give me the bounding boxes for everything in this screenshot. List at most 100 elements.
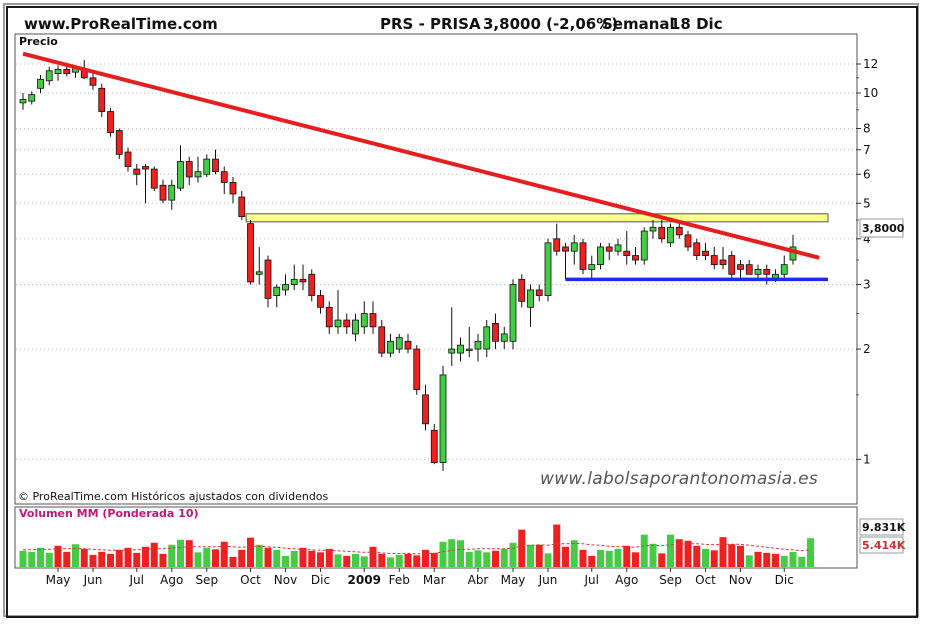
candle-body bbox=[124, 151, 132, 167]
candle bbox=[465, 326, 473, 358]
volume-bar bbox=[28, 551, 36, 567]
candle-body bbox=[264, 259, 272, 299]
candle bbox=[492, 313, 499, 350]
candle-body bbox=[63, 68, 71, 74]
x-tick-label: Ago bbox=[160, 573, 183, 587]
candle-body bbox=[168, 184, 176, 201]
price-tick-label: 7 bbox=[863, 143, 871, 157]
candle-body bbox=[352, 319, 359, 335]
candle bbox=[413, 345, 421, 395]
volume-bar bbox=[448, 539, 456, 567]
candle-body bbox=[317, 295, 324, 308]
volume-bar bbox=[45, 552, 53, 567]
volume-bar bbox=[150, 542, 158, 567]
candle bbox=[159, 179, 167, 204]
candle-body bbox=[518, 278, 526, 302]
volume-bars bbox=[19, 524, 814, 567]
volume-bar bbox=[702, 548, 709, 567]
candle bbox=[89, 72, 97, 90]
candle bbox=[544, 238, 552, 302]
candle-body bbox=[457, 344, 464, 354]
volume-bar bbox=[483, 552, 491, 567]
candle-body bbox=[693, 242, 701, 256]
volume-bar bbox=[72, 544, 79, 567]
x-tick-label: Ago bbox=[615, 573, 638, 587]
volume-bar bbox=[317, 552, 324, 567]
price-tick-label: 4 bbox=[863, 232, 871, 246]
candle-body bbox=[474, 340, 482, 350]
candle bbox=[745, 260, 753, 275]
volume-bar bbox=[728, 544, 736, 567]
price-overlays bbox=[245, 213, 829, 223]
x-tick-label: Nov bbox=[274, 573, 297, 587]
candle bbox=[325, 301, 333, 334]
volume-bar bbox=[19, 550, 27, 567]
price-tick-label: 12 bbox=[863, 57, 878, 71]
candle bbox=[754, 264, 762, 280]
candle bbox=[675, 223, 683, 239]
volume-bar bbox=[264, 547, 272, 567]
price-tick-label: 10 bbox=[863, 86, 878, 100]
candle-body bbox=[544, 242, 552, 296]
candle bbox=[107, 108, 114, 137]
candle-body bbox=[98, 87, 106, 112]
candle bbox=[737, 260, 744, 280]
candle bbox=[273, 284, 281, 308]
candle bbox=[649, 220, 657, 239]
x-tick-label: May bbox=[501, 573, 526, 587]
candle bbox=[177, 145, 184, 192]
candle bbox=[693, 238, 701, 261]
x-tick-label: Dic bbox=[311, 573, 330, 587]
watermark: www.labolsaporantonomasia.es bbox=[540, 469, 818, 489]
date-title: 18 Dic bbox=[670, 15, 723, 33]
candle-body bbox=[597, 246, 604, 266]
volume-bar bbox=[37, 547, 44, 567]
x-tick-label: Jul bbox=[584, 573, 599, 587]
candle-body bbox=[588, 264, 596, 270]
candle bbox=[728, 251, 736, 280]
candle-body bbox=[282, 284, 289, 291]
x-tick-label: Abr bbox=[468, 573, 489, 587]
volume-bar bbox=[194, 552, 202, 567]
volume-bar bbox=[282, 555, 289, 567]
candle-body bbox=[684, 234, 692, 248]
candle bbox=[632, 246, 639, 265]
price-tick-label: 1 bbox=[863, 452, 871, 466]
candle bbox=[640, 227, 648, 265]
candle-body bbox=[203, 158, 211, 175]
candle-body bbox=[413, 348, 421, 391]
volume-bar bbox=[474, 550, 482, 567]
x-tick-label: Nov bbox=[729, 573, 752, 587]
volume-bar bbox=[649, 543, 657, 567]
volume-bar bbox=[658, 553, 666, 567]
candle bbox=[264, 255, 272, 308]
candle-body bbox=[247, 223, 254, 283]
candle-body bbox=[238, 196, 246, 217]
candle bbox=[658, 220, 666, 243]
candle-body bbox=[255, 271, 263, 275]
candle-body bbox=[483, 326, 491, 350]
price-tick-label: 3 bbox=[863, 278, 871, 292]
volume-bar bbox=[693, 545, 701, 567]
candle-body bbox=[212, 158, 219, 173]
candle bbox=[483, 320, 491, 358]
volume-bar bbox=[807, 538, 814, 567]
volume-bar bbox=[570, 540, 578, 567]
volume-bar bbox=[142, 546, 149, 567]
candle-body bbox=[325, 306, 333, 328]
volume-bar bbox=[789, 551, 797, 567]
candle bbox=[588, 255, 596, 280]
price-tick-label: 8 bbox=[863, 122, 871, 136]
volume-bar bbox=[667, 534, 674, 567]
candle-body bbox=[360, 313, 368, 328]
x-tick-label: Dic bbox=[775, 573, 794, 587]
candle-body bbox=[509, 284, 517, 342]
candle-body bbox=[527, 289, 534, 308]
volume-bar bbox=[124, 547, 132, 567]
candle bbox=[719, 246, 727, 270]
volume-bar bbox=[159, 553, 167, 567]
candle bbox=[500, 326, 508, 350]
candle bbox=[150, 166, 158, 192]
volume-bar bbox=[798, 556, 806, 567]
candle-body bbox=[640, 230, 648, 261]
